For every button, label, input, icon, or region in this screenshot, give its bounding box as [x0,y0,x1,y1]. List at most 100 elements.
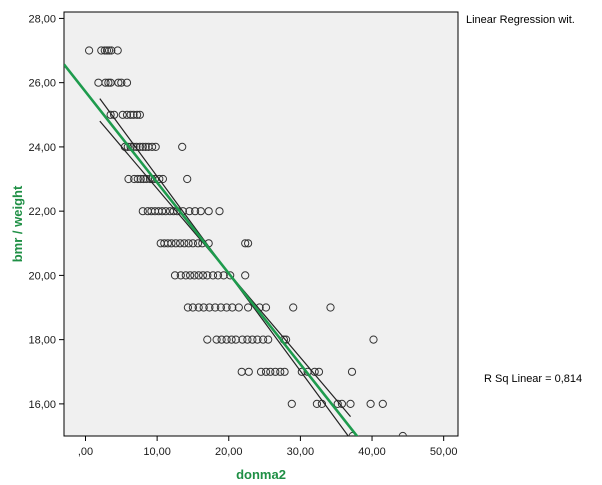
data-point [138,142,147,151]
y-tick-label: 22,00 [28,206,56,218]
data-point [287,399,296,408]
data-point [139,174,148,184]
data-point [188,239,197,248]
data-point [194,303,203,312]
data-point [213,271,223,280]
data-point [241,239,250,248]
data-point [151,142,160,151]
data-point [203,271,212,280]
data-point [129,110,138,119]
data-point [217,335,226,344]
data-point [141,142,150,151]
data-point [188,303,197,312]
data-point [234,303,243,312]
data-point [158,207,167,216]
data-point [101,78,110,87]
data-point [256,367,266,376]
legend-text: Linear Regression wit. [466,14,575,26]
data-point [100,46,109,55]
data-point [97,46,106,55]
data-point [326,303,335,312]
data-point [161,207,170,216]
data-point [243,335,252,344]
data-point [190,271,199,280]
data-point [346,399,355,408]
data-point [196,207,205,216]
data-point [378,399,387,408]
data-point [183,174,192,184]
y-tick-label: 24,00 [28,142,56,154]
regression-fit-line [64,63,359,436]
data-point [261,367,271,376]
data-point [398,431,407,436]
data-point [222,335,231,344]
data-point [244,239,253,248]
data-point [276,367,285,376]
data-point [266,367,275,376]
y-tick-label: 26,00 [28,78,56,90]
data-point [136,174,145,184]
x-tick-label: 10,00 [143,446,171,458]
data-point [183,303,192,312]
data-point [124,174,133,184]
data-point [264,335,273,344]
x-tick-label: 50,00 [430,446,458,458]
data-point [184,239,193,248]
data-point [261,303,271,312]
data-point [133,110,142,119]
data-point [227,335,236,344]
data-point [208,271,218,280]
data-point [198,271,208,280]
data-point [259,335,268,344]
data-point [191,207,200,216]
data-point [241,271,250,280]
data-point [102,46,112,55]
data-point [280,367,289,376]
x-tick-label: 20,00 [215,446,243,458]
y-tick-label: 18,00 [28,335,56,347]
data-point [132,142,141,151]
data-point [369,335,378,344]
y-tick-label: 28,00 [28,13,56,25]
data-point [216,303,225,312]
data-points [85,46,407,436]
regression-lines [64,63,359,436]
data-point [312,399,321,408]
data-point [289,303,298,312]
x-tick-label: 30,00 [287,446,315,458]
data-point [271,367,280,376]
data-point [205,303,214,312]
r-squared-label: R Sq Linear = 0,814 [484,373,582,385]
data-point [193,239,203,248]
data-point [176,239,185,248]
data-point [171,239,180,248]
data-point [122,110,132,119]
data-point [219,271,228,280]
data-point [178,142,187,151]
x-tick-label: 40,00 [358,446,386,458]
data-point [211,303,220,312]
data-point [130,174,139,184]
data-point [135,142,144,151]
data-point [106,78,115,87]
data-point [85,46,94,55]
data-point [138,207,147,216]
data-point [163,239,172,248]
plot-area [63,11,459,437]
data-point [107,46,116,55]
data-point [248,335,257,344]
data-point [222,303,231,312]
data-point [310,367,319,376]
data-point [113,46,122,55]
data-point [176,271,185,280]
data-point [181,271,190,280]
y-tick-label: 20,00 [28,270,56,282]
data-point [106,110,115,119]
data-point [199,303,208,312]
data-point [122,78,132,87]
data-point [170,271,180,280]
data-point [114,78,123,87]
data-point [253,335,262,344]
data-point [180,239,189,248]
